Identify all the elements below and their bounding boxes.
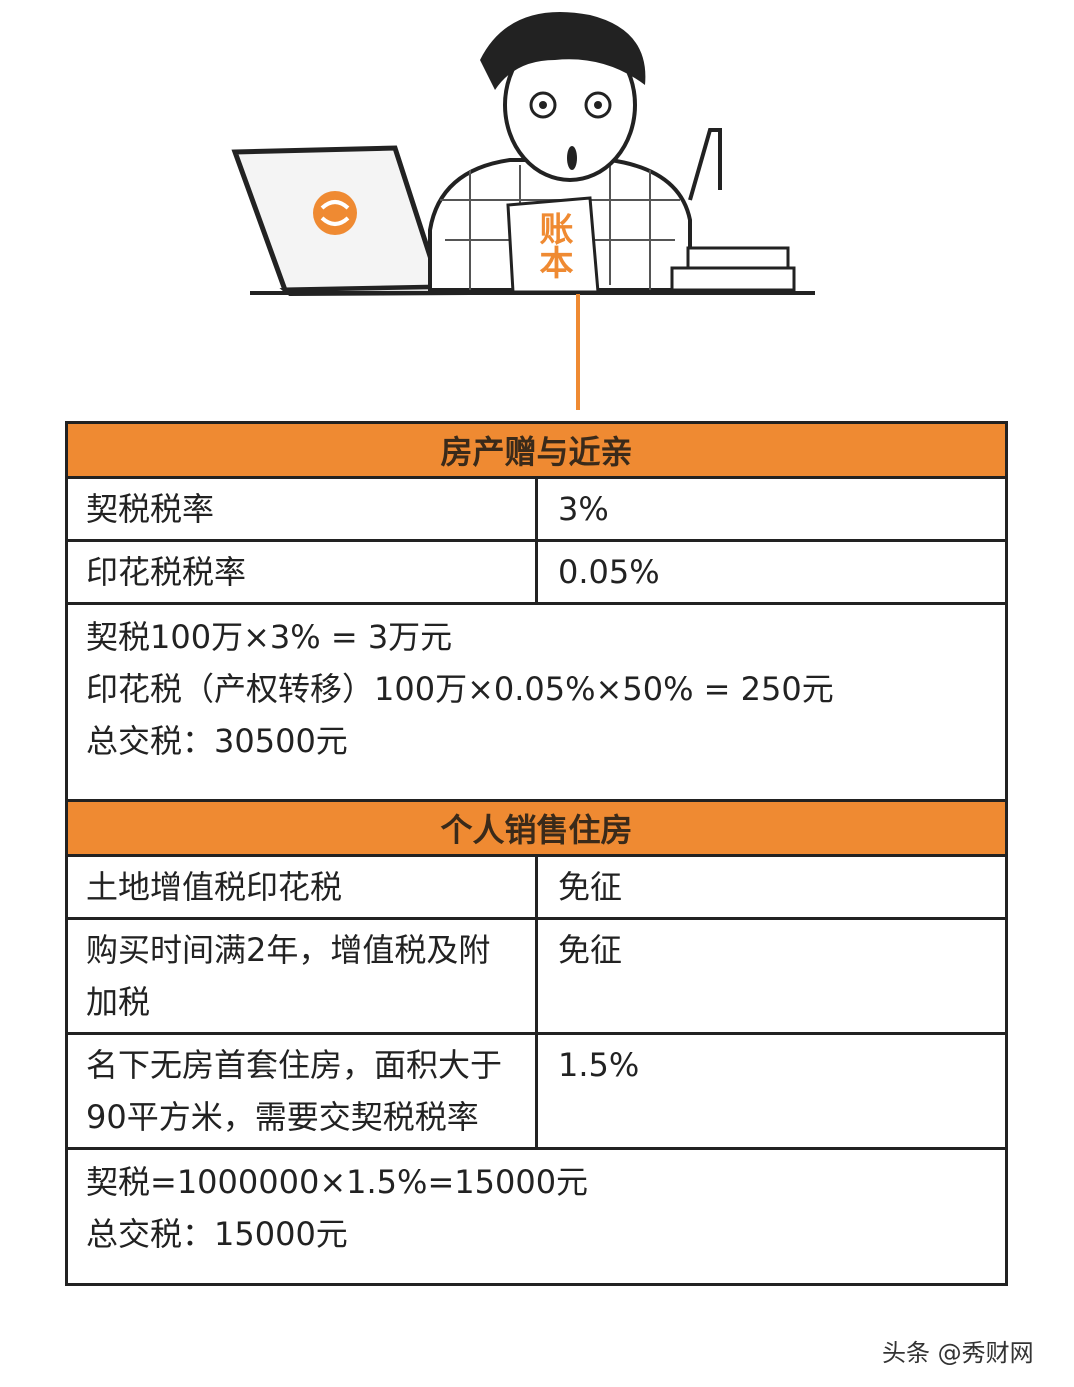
table-row: 印花税税率 0.05% [68,542,1005,605]
table-row: 契税税率 3% [68,479,1005,542]
row-label: 名下无房首套住房，面积大于90平方米，需要交契税税率 [68,1035,538,1147]
accountant-illustration: 账本 [231,12,815,410]
calc-line: 契税100万×3% = 3万元 [86,618,453,656]
table-row: 购买时间满2年，增值税及附加税 免征 [68,920,1005,1035]
section-title: 个人销售住房 [68,802,1005,857]
calc-line: 总交税：15000元 [86,1215,348,1253]
calc-line: 契税=1000000×1.5%=15000元 [86,1163,589,1201]
row-label: 契税税率 [68,479,538,539]
row-label: 购买时间满2年，增值税及附加税 [68,920,538,1032]
calc-line: 印花税（产权转移）100万×0.05%×50% = 250元 [86,670,834,708]
row-value: 0.05% [558,553,660,591]
watermark: 头条 @秀财网 [882,1339,1034,1367]
table-row: 土地增值税印花税 免征 [68,857,1005,920]
row-label: 土地增值税印花税 [68,857,538,917]
gift-to-relatives-table: 房产赠与近亲 契税税率 3% 印花税税率 0.05% 契税100万×3% = 3… [65,421,1008,819]
calculation-block: 契税100万×3% = 3万元 印花税（产权转移）100万×0.05%×50% … [68,605,1005,816]
row-label: 印花税税率 [68,542,538,602]
personal-housing-sale-table: 个人销售住房 土地增值税印花税 免征 购买时间满2年，增值税及附加税 免征 名下… [65,799,1008,1286]
row-value: 1.5% [558,1046,640,1084]
table-row: 名下无房首套住房，面积大于90平方米，需要交契税税率 1.5% [68,1035,1005,1150]
books-icon [670,246,796,292]
section-title: 房产赠与近亲 [68,424,1005,479]
row-value: 免征 [558,931,623,969]
ledger-label: 账本 [533,211,573,279]
row-value: 免征 [558,868,623,906]
row-value: 3% [558,490,609,528]
ledger-icon: 账本 [506,196,600,294]
calculation-block: 契税=1000000×1.5%=15000元 总交税：15000元 [68,1150,1005,1266]
calc-line: 总交税：30500元 [86,722,348,760]
